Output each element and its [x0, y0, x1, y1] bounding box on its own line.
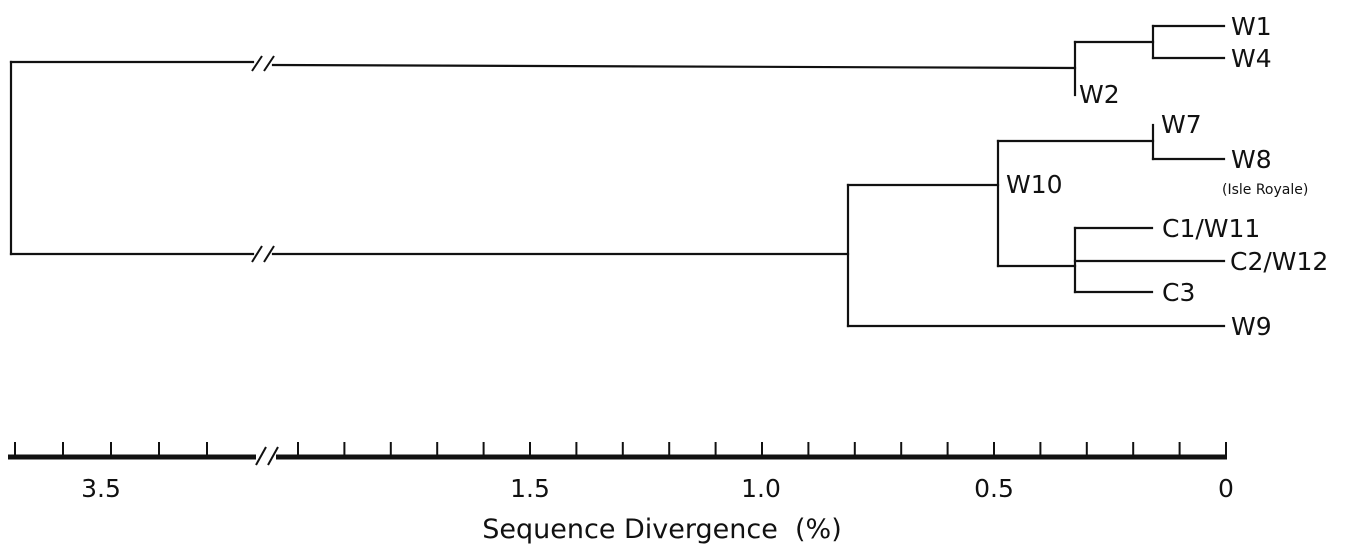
label-c3: C3	[1162, 278, 1195, 307]
tick-label-0: 0	[1218, 474, 1234, 503]
upper-break-slash-1	[251, 55, 263, 72]
label-w1: W1	[1231, 12, 1272, 41]
label-c2: C2/W12	[1230, 247, 1328, 276]
divergence-scale-axis: 3.5 1.5 1.0 0.5 0 Sequence Divergence (%…	[8, 442, 1234, 545]
label-w10: W10	[1006, 170, 1063, 199]
label-c1: C1/W11	[1162, 214, 1260, 243]
axis-ticks	[14, 442, 1227, 457]
tick-label-0-5: 0.5	[974, 474, 1014, 503]
label-w9: W9	[1231, 312, 1272, 341]
label-w8: W8	[1231, 145, 1272, 174]
tick-label-1-0: 1.0	[741, 474, 781, 503]
label-w8-note: (Isle Royale)	[1222, 182, 1308, 198]
lower-break-slash-2	[263, 245, 275, 263]
tick-label-3-5: 3.5	[81, 474, 121, 503]
upper-lineage-stem-right	[271, 63, 1077, 70]
label-w2: W2	[1079, 80, 1120, 109]
label-w4: W4	[1231, 44, 1272, 73]
tick-label-1-5: 1.5	[510, 474, 550, 503]
scale-break-marks	[251, 55, 275, 263]
label-w7: W7	[1161, 110, 1202, 139]
axis-title: Sequence Divergence (%)	[482, 514, 841, 545]
upper-break-slash-2	[263, 55, 275, 72]
axis-break-slash-1	[255, 446, 267, 466]
axis-break-slash-2	[267, 446, 279, 466]
tip-labels: W1 W4 W2 W7 W8 (Isle Royale) W10 C1/W11 …	[1006, 12, 1328, 341]
tree-branches	[9, 24, 1226, 328]
lower-break-slash-1	[251, 245, 263, 263]
